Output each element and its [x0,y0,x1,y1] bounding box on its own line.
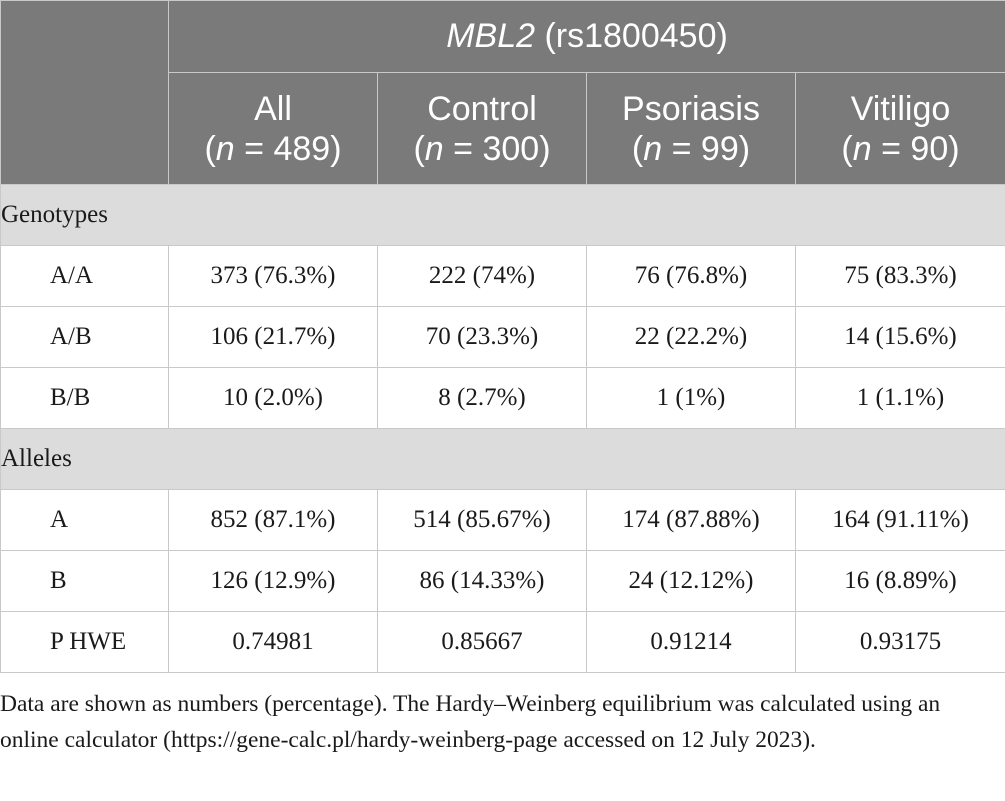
gene-name: MBL2 [446,17,536,55]
table-cell: 1 (1.1%) [795,367,1005,429]
column-header-control: Control (n = 300) [377,72,587,185]
row-label: B [0,550,169,612]
n-open: ( [204,129,216,168]
genotype-table: MBL2 (rs1800450) All (n = 489) Control (n … [0,0,1005,673]
table-cell: 0.74981 [168,611,378,673]
table-cell: 70 (23.3%) [377,306,587,368]
n-open: ( [841,129,853,168]
row-label: P HWE [0,611,169,673]
n-symbol: n [215,129,235,168]
table-cell: 373 (76.3%) [168,245,378,307]
table-cell: 22 (22.2%) [586,306,796,368]
n-symbol: n [852,129,872,168]
section-title: Genotypes [0,184,1005,246]
row-label: A [0,489,169,551]
table-row: P HWE 0.74981 0.85667 0.91214 0.93175 [0,611,1005,673]
table-cell: 24 (12.12%) [586,550,796,612]
column-header-all: All (n = 489) [168,72,378,185]
column-name: Psoriasis [622,89,760,128]
table-cell: 0.93175 [795,611,1005,673]
table-cell: 10 (2.0%) [168,367,378,429]
column-header-vitiligo: Vitiligo (n = 90) [795,72,1005,185]
table-cell: 126 (12.9%) [168,550,378,612]
table-row: A/B 106 (21.7%) 70 (23.3%) 22 (22.2%) 14… [0,306,1005,368]
n-count: = 99) [662,129,751,168]
n-open: ( [631,129,644,168]
table-cell: 0.85667 [377,611,587,673]
table-cell: 852 (87.1%) [168,489,378,551]
column-name: Vitiligo [850,89,951,128]
table-cell: 514 (85.67%) [377,489,587,551]
section-title: Alleles [0,428,1005,490]
n-count: = 90) [871,129,960,168]
row-label: B/B [0,367,169,429]
column-header-psoriasis: Psoriasis (n = 99) [586,72,796,185]
table-row: A/A 373 (76.3%) 222 (74%) 76 (76.8%) 75 … [0,245,1005,307]
table-cell: 106 (21.7%) [168,306,378,368]
table-cell: 76 (76.8%) [586,245,796,307]
table-cell: 164 (91.11%) [795,489,1005,551]
table-row: B/B 10 (2.0%) 8 (2.7%) 1 (1%) 1 (1.1%) [0,367,1005,429]
n-open: ( [413,129,425,168]
variant-id: (rs1800450) [544,17,728,55]
row-label: A/A [0,245,169,307]
table-cell: 174 (87.88%) [586,489,796,551]
n-count: = 300) [443,129,551,168]
n-symbol: n [643,129,663,168]
row-label: A/B [0,306,169,368]
table-cell: 0.91214 [586,611,796,673]
table-cell: 75 (83.3%) [795,245,1005,307]
header-corner-cell [0,0,169,185]
table-footnote: Data are shown as numbers (percentage). … [0,691,941,753]
table-cell: 1 (1%) [586,367,796,429]
n-symbol: n [424,129,444,168]
section-row-alleles: Alleles [0,428,1005,490]
gene-header: MBL2 (rs1800450) [168,0,1005,73]
column-name: All [254,89,292,128]
table-row: A 852 (87.1%) 514 (85.67%) 174 (87.88%) … [0,489,1005,551]
table-cell: 86 (14.33%) [377,550,587,612]
section-row-genotypes: Genotypes [0,184,1005,246]
table-row: B 126 (12.9%) 86 (14.33%) 24 (12.12%) 16… [0,550,1005,612]
column-name: Control [427,89,537,128]
table-cell: 14 (15.6%) [795,306,1005,368]
table-cell: 16 (8.89%) [795,550,1005,612]
n-count: = 489) [234,129,342,168]
table-cell: 8 (2.7%) [377,367,587,429]
table-cell: 222 (74%) [377,245,587,307]
